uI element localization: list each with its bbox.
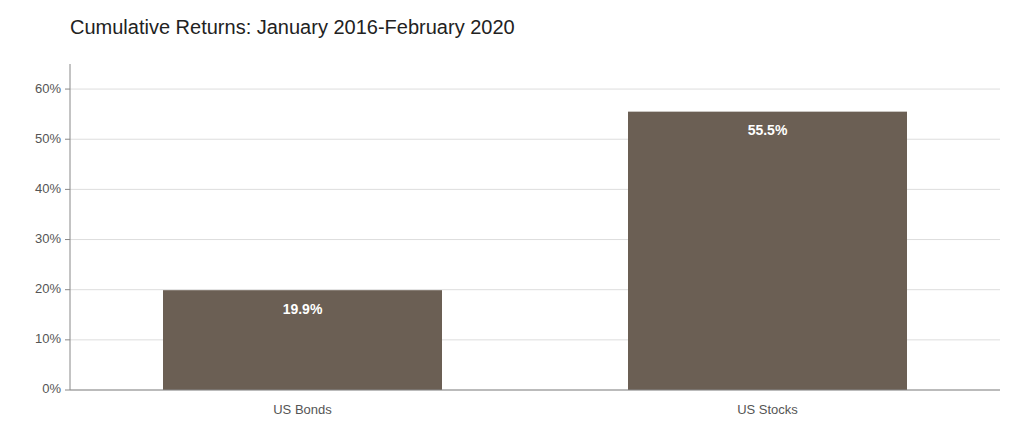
y-tick bbox=[65, 189, 70, 190]
y-axis-line bbox=[70, 64, 71, 390]
grid-line bbox=[70, 390, 1000, 391]
y-tick-label: 40% bbox=[35, 181, 61, 196]
y-tick-label: 60% bbox=[35, 81, 61, 96]
y-tick bbox=[65, 139, 70, 140]
y-tick-label: 10% bbox=[35, 331, 61, 346]
page: {"chart_data": {"type": "bar", "title": … bbox=[0, 0, 1024, 438]
x-axis: US Bonds US Stocks bbox=[70, 390, 1000, 417]
bar bbox=[628, 112, 907, 390]
data-label: 55.5% bbox=[748, 122, 788, 138]
y-tick bbox=[65, 89, 70, 90]
x-tick-label: US Bonds bbox=[273, 402, 332, 417]
data-labels: 19.9% 55.5% bbox=[283, 122, 788, 317]
data-label: 19.9% bbox=[283, 301, 323, 317]
y-tick-label: 0% bbox=[42, 381, 61, 396]
chart-svg: Cumulative Returns: January 2016-Februar… bbox=[0, 0, 1024, 438]
y-axis: 0% 10% 20% 30% 40% 50% 60% bbox=[35, 64, 70, 396]
grid-line bbox=[70, 89, 1000, 90]
chart-container: Cumulative Returns: January 2016-Februar… bbox=[0, 0, 1024, 438]
x-tick-label: US Stocks bbox=[737, 402, 798, 417]
y-tick-label: 30% bbox=[35, 231, 61, 246]
y-tick bbox=[65, 289, 70, 290]
y-tick bbox=[65, 339, 70, 340]
grid bbox=[70, 89, 1000, 390]
x-axis-line bbox=[70, 390, 1000, 391]
y-tick bbox=[65, 390, 70, 391]
bar bbox=[163, 290, 442, 390]
y-tick-label: 20% bbox=[35, 281, 61, 296]
title: Cumulative Returns: January 2016-Februar… bbox=[70, 16, 515, 38]
y-tick-label: 50% bbox=[35, 131, 61, 146]
bars bbox=[163, 112, 907, 390]
y-tick bbox=[65, 239, 70, 240]
